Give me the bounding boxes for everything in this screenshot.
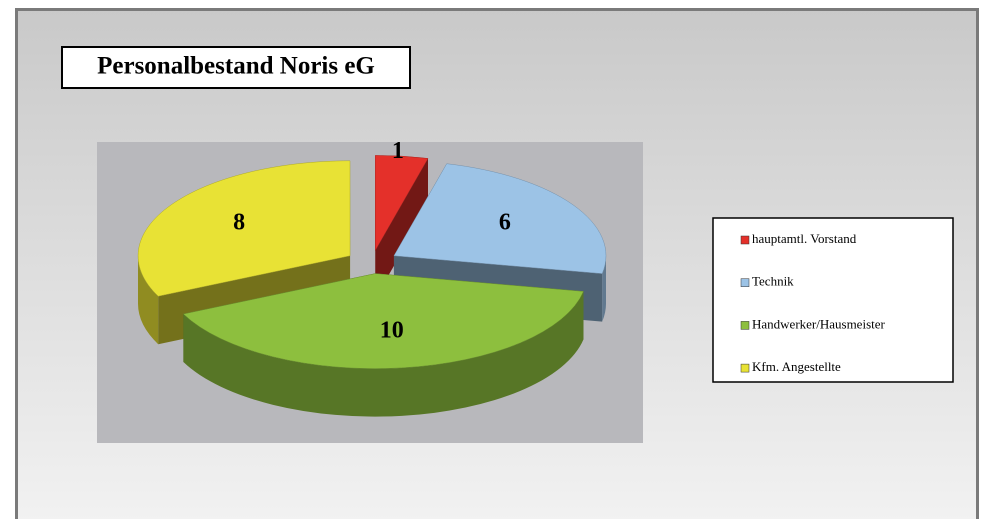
slice-side <box>183 291 584 417</box>
data-label: 8 <box>233 210 245 236</box>
legend-label: Technik <box>752 274 794 289</box>
data-label: 1 <box>392 138 404 164</box>
data-label: 10 <box>380 317 404 343</box>
legend-swatch <box>740 321 750 330</box>
legend-label: Handwerker/Hausmeister <box>752 316 886 331</box>
pie <box>137 155 607 417</box>
legend-swatch <box>740 278 750 287</box>
legend-label: Kfm. Angestellte <box>752 359 841 374</box>
slice-cut-face <box>375 158 428 299</box>
slice <box>375 155 429 252</box>
title-box <box>61 46 411 89</box>
chart-title: Personalbestand Noris eG <box>97 53 375 80</box>
slice <box>393 163 607 274</box>
slice-side <box>138 255 159 345</box>
legend <box>712 217 954 383</box>
legend-swatch <box>740 235 750 245</box>
legend-label: hauptamtl. Vorstand <box>752 231 857 246</box>
slice-side <box>602 255 606 322</box>
slice <box>182 273 584 369</box>
legend-swatch <box>740 363 750 373</box>
slice <box>137 160 351 297</box>
data-label: 6 <box>499 210 511 236</box>
